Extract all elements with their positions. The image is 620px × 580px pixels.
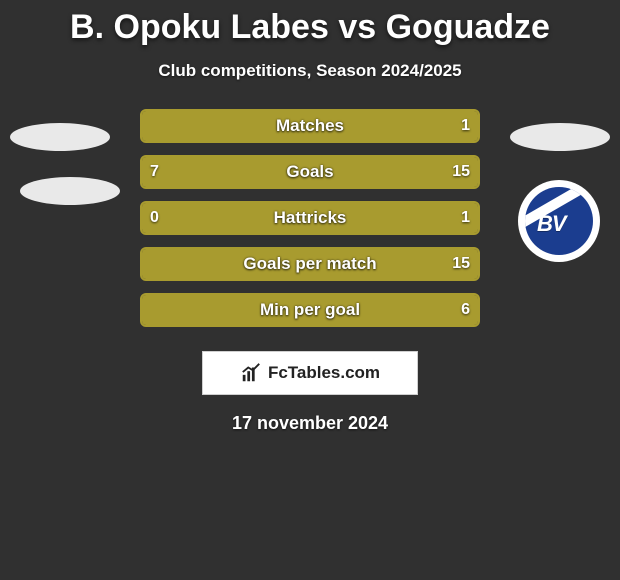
stat-bar-track: [140, 247, 480, 281]
stat-bar-right: [243, 157, 478, 187]
brand-attribution: FcTables.com: [202, 351, 418, 395]
chart-icon: [240, 362, 262, 384]
stat-bar-left: [142, 111, 317, 141]
brand-text: FcTables.com: [268, 363, 380, 383]
stat-bar-left: [142, 295, 344, 325]
stat-bar-track: [140, 155, 480, 189]
stat-bar-left: [142, 249, 310, 279]
stat-bar-right: [176, 203, 478, 233]
stat-row: Goals per match15: [0, 247, 620, 281]
stat-bar-right: [344, 295, 478, 325]
stat-bar-track: [140, 293, 480, 327]
stat-row: Goals715: [0, 155, 620, 189]
subtitle: Club competitions, Season 2024/2025: [0, 61, 620, 81]
stat-row: Hattricks01: [0, 201, 620, 235]
vs-label: vs: [338, 8, 376, 46]
stat-value-right: 1: [461, 201, 470, 235]
stat-bar-right: [317, 111, 478, 141]
stat-value-right: 1: [461, 109, 470, 143]
player1-name: B. Opoku Labes: [70, 8, 329, 46]
stat-row: Min per goal6: [0, 293, 620, 327]
stats-comparison: Matches1Goals715Hattricks01Goals per mat…: [0, 109, 620, 327]
stat-bar-track: [140, 201, 480, 235]
stat-row: Matches1: [0, 109, 620, 143]
stat-bar-track: [140, 109, 480, 143]
stat-value-right: 15: [452, 155, 470, 189]
page-title: B. Opoku Labes vs Goguadze: [0, 8, 620, 47]
date-label: 17 november 2024: [0, 413, 620, 434]
stat-value-right: 6: [461, 293, 470, 327]
stat-value-right: 15: [452, 247, 470, 281]
stat-value-left: 7: [150, 155, 159, 189]
stat-value-left: 0: [150, 201, 159, 235]
player2-name: Goguadze: [386, 8, 550, 46]
